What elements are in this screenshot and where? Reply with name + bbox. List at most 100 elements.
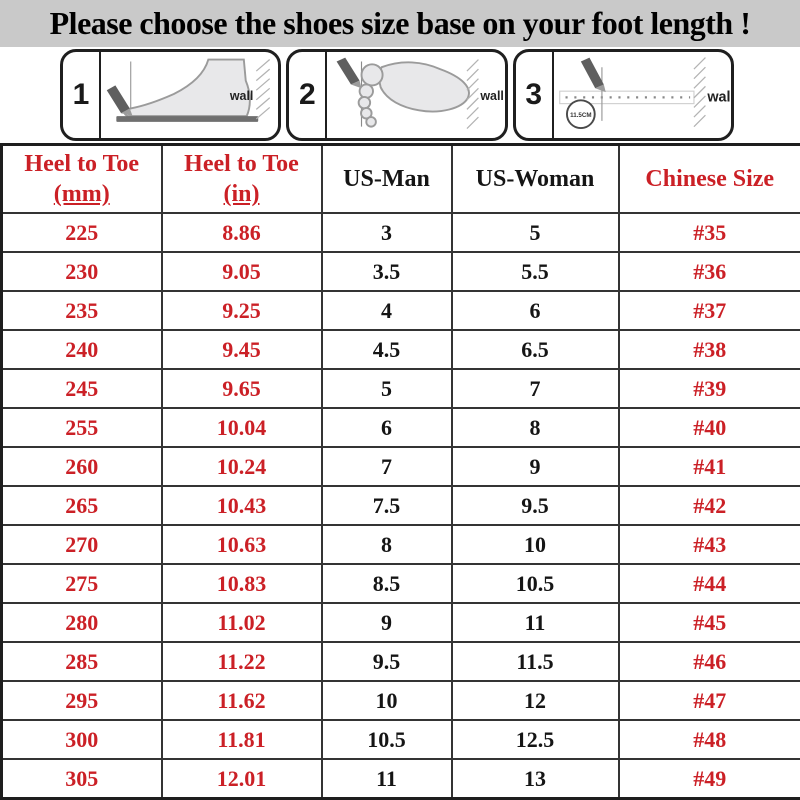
table-cell: 8 (320, 524, 453, 565)
table-cell: 300 (0, 719, 163, 760)
table-cell: #37 (617, 290, 800, 331)
foot-side-measure-svg: wall (106, 58, 271, 122)
col-header-chinese-size: Chinese Size (617, 143, 800, 214)
table-cell: 230 (0, 251, 163, 292)
table-cell: 9.25 (160, 290, 323, 331)
table-cell: 295 (0, 680, 163, 721)
table-cell: #46 (617, 641, 800, 682)
header-line1: Heel to Toe (184, 151, 299, 177)
measurement-steps: 1 wall (0, 47, 800, 143)
table-cell: 10.24 (160, 446, 323, 487)
table-cell: 10.63 (160, 524, 323, 565)
table-cell: 9.45 (160, 329, 323, 370)
table-cell: 280 (0, 602, 163, 643)
table-cell: #42 (617, 485, 800, 526)
table-cell: 3 (320, 212, 453, 253)
wall-label: wall (706, 90, 731, 106)
ruler-measure-svg: 11.5CM wall (558, 57, 731, 130)
table-cell: 260 (0, 446, 163, 487)
header-line1: Heel to Toe (24, 151, 140, 177)
table-row: 230 9.05 3.5 5.5 #36 (0, 251, 800, 292)
table-cell: 245 (0, 368, 163, 409)
table-row: 225 8.86 3 5 #35 (0, 212, 800, 253)
table-cell: 275 (0, 563, 163, 604)
table-cell: #38 (617, 329, 800, 370)
table-cell: 4.5 (320, 329, 453, 370)
table-cell: 9 (450, 446, 620, 487)
table-cell: 10 (320, 680, 453, 721)
table-cell: 11 (320, 758, 453, 800)
col-header-heel-to-toe-in: Heel to Toe (in) (160, 143, 323, 214)
table-cell: #36 (617, 251, 800, 292)
table-cell: 6 (320, 407, 453, 448)
table-row: 275 10.83 8.5 10.5 #44 (0, 563, 800, 604)
wall-hatch-icon (255, 59, 271, 120)
header-line1: US-Woman (475, 166, 595, 192)
table-cell: 285 (0, 641, 163, 682)
table-cell: 7.5 (320, 485, 453, 526)
table-cell: #48 (617, 719, 800, 760)
table-row: 255 10.04 6 8 #40 (0, 407, 800, 448)
pencil-icon (580, 57, 604, 89)
header-unit: (in) (223, 181, 260, 207)
table-row: 265 10.43 7.5 9.5 #42 (0, 485, 800, 526)
table-cell: 11.02 (160, 602, 323, 643)
table-row: 280 11.02 9 11 #45 (0, 602, 800, 643)
table-cell: 10 (450, 524, 620, 565)
wall-hatch-icon (693, 57, 706, 128)
table-row: 235 9.25 4 6 #37 (0, 290, 800, 331)
page-title: Please choose the shoes size base on you… (49, 5, 751, 41)
wall-label: wall (229, 89, 254, 103)
footprint-measure-svg: wall (336, 57, 504, 129)
table-row: 285 11.22 9.5 11.5 #46 (0, 641, 800, 682)
table-row: 305 12.01 11 13 #49 (0, 758, 800, 800)
table-cell: 6 (450, 290, 620, 331)
pencil-icon (106, 85, 130, 114)
table-cell: 270 (0, 524, 163, 565)
pencil-tip-icon (594, 84, 606, 93)
table-cell: 3.5 (320, 251, 453, 292)
step-3-number: 3 (516, 52, 554, 138)
table-cell: 10.04 (160, 407, 323, 448)
footprint-toes-icon (358, 63, 384, 128)
wall-hatch-icon (466, 59, 480, 129)
step-1-box: 1 wall (60, 49, 282, 141)
table-cell: 9.65 (160, 368, 323, 409)
table-cell: #44 (617, 563, 800, 604)
size-table: Heel to Toe (mm) Heel to Toe (in) US-Man… (0, 143, 800, 800)
table-cell: 4 (320, 290, 453, 331)
size-table-body: 225 8.86 3 5 #35 230 9.05 3.5 5.5 #36 235 9.25 4 6 #37… (0, 212, 800, 800)
table-cell: 9.5 (450, 485, 620, 526)
table-cell: 7 (320, 446, 453, 487)
table-cell: 10.5 (320, 719, 453, 760)
step-1-number: 1 (63, 52, 101, 138)
footprint-measure-icon: wall (327, 52, 504, 138)
table-cell: 12.5 (450, 719, 620, 760)
table-cell: 11 (450, 602, 620, 643)
table-cell: 225 (0, 212, 163, 253)
col-header-us-woman: US-Woman (450, 143, 620, 214)
table-row: 260 10.24 7 9 #41 (0, 446, 800, 487)
table-cell: 13 (450, 758, 620, 800)
table-cell: 8 (450, 407, 620, 448)
step-2-number: 2 (289, 52, 328, 138)
foot-side-measure-icon: wall (101, 52, 278, 138)
table-cell: 12 (450, 680, 620, 721)
table-cell: 7 (450, 368, 620, 409)
foot-side-icon (123, 58, 251, 118)
title-bar: Please choose the shoes size base on you… (0, 0, 800, 47)
header-line1: US-Man (343, 166, 430, 192)
step-3-box: 3 11.5CM (512, 49, 734, 141)
pencil-tip-icon (121, 108, 133, 117)
table-cell: 235 (0, 290, 163, 331)
table-row: 270 10.63 8 10 #43 (0, 524, 800, 565)
table-cell: 11.5 (450, 641, 620, 682)
floor-bar-icon (116, 116, 259, 122)
table-cell: #41 (617, 446, 800, 487)
table-row: 245 9.65 5 7 #39 (0, 368, 800, 409)
table-cell: 5.5 (450, 251, 620, 292)
col-header-heel-to-toe-mm: Heel to Toe (mm) (0, 143, 163, 214)
table-cell: 12.01 (160, 758, 323, 800)
table-cell: 6.5 (450, 329, 620, 370)
